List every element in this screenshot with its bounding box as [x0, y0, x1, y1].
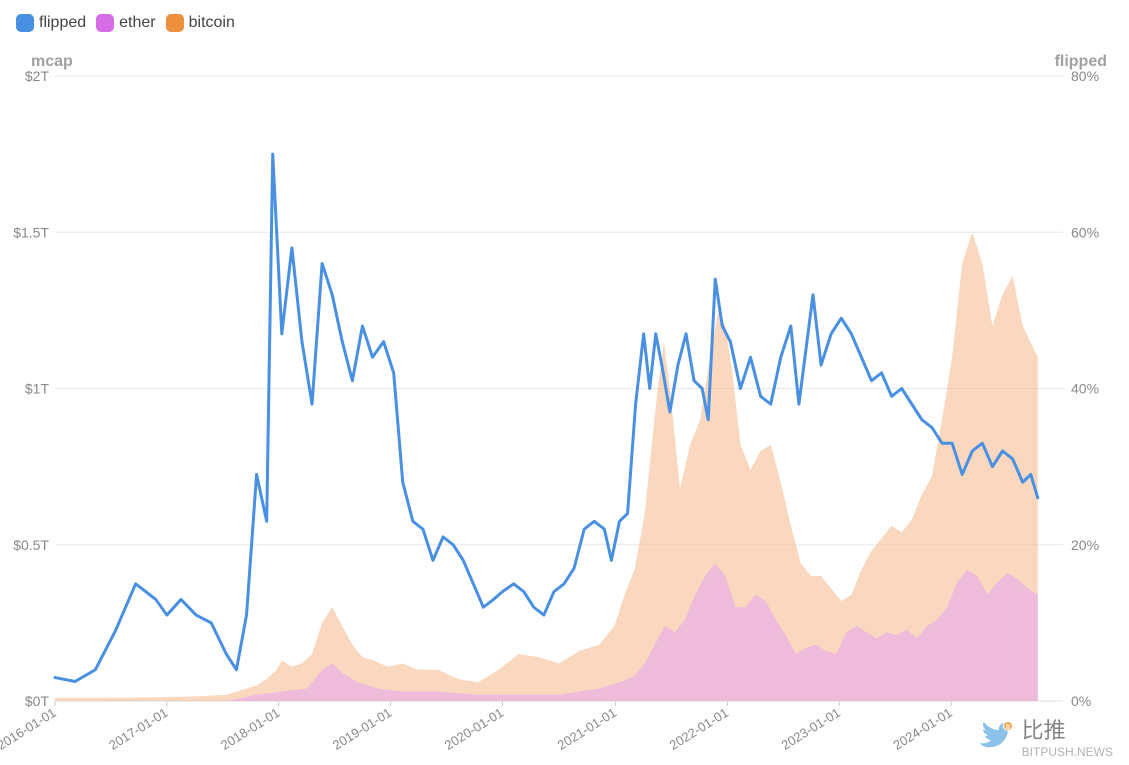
svg-text:20%: 20%: [1071, 537, 1099, 553]
watermark: B 比推 BITPUSH.NEWS: [978, 713, 1113, 759]
svg-text:2024-01-01: 2024-01-01: [890, 705, 954, 753]
svg-text:B: B: [1005, 725, 1010, 731]
svg-text:60%: 60%: [1071, 224, 1099, 240]
chart-svg: $0T $0.5T $1T $1.5T $2T 0% 20% 40% 60% 80% mcap fli…: [0, 44, 1129, 765]
svg-text:80%: 80%: [1071, 68, 1099, 84]
svg-text:2022-01-01: 2022-01-01: [667, 705, 731, 753]
bird-icon: B: [978, 721, 1014, 751]
svg-text:$2T: $2T: [25, 68, 50, 84]
svg-text:mcap: mcap: [31, 53, 73, 70]
legend-label: bitcoin: [189, 14, 235, 32]
legend-item-ether[interactable]: ether: [96, 14, 155, 32]
legend-swatch-bitcoin: [166, 14, 184, 32]
svg-text:2020-01-01: 2020-01-01: [442, 705, 506, 753]
svg-text:2016-01-01: 2016-01-01: [0, 705, 59, 753]
svg-text:$1T: $1T: [25, 381, 50, 397]
svg-text:2019-01-01: 2019-01-01: [330, 705, 394, 753]
legend: flipped ether bitcoin: [0, 0, 1129, 40]
watermark-text: 比推: [1022, 718, 1066, 743]
svg-text:2017-01-01: 2017-01-01: [106, 705, 170, 753]
bitcoin-area: [55, 232, 1038, 701]
legend-item-flipped[interactable]: flipped: [16, 14, 86, 32]
legend-item-bitcoin[interactable]: bitcoin: [166, 14, 235, 32]
chart-area: $0T $0.5T $1T $1.5T $2T 0% 20% 40% 60% 80% mcap fli…: [0, 44, 1129, 765]
svg-text:40%: 40%: [1071, 381, 1099, 397]
svg-text:0%: 0%: [1071, 693, 1091, 709]
svg-text:2023-01-01: 2023-01-01: [778, 705, 842, 753]
legend-swatch-flipped: [16, 14, 34, 32]
legend-label: ether: [119, 14, 155, 32]
svg-text:2021-01-01: 2021-01-01: [555, 705, 619, 753]
svg-text:2018-01-01: 2018-01-01: [218, 705, 282, 753]
legend-swatch-ether: [96, 14, 114, 32]
watermark-subtext: BITPUSH.NEWS: [1022, 745, 1113, 759]
legend-label: flipped: [39, 14, 86, 32]
svg-text:flipped: flipped: [1055, 53, 1107, 70]
svg-text:$0.5T: $0.5T: [13, 537, 49, 553]
svg-text:$0T: $0T: [25, 693, 50, 709]
svg-text:$1.5T: $1.5T: [13, 224, 49, 240]
